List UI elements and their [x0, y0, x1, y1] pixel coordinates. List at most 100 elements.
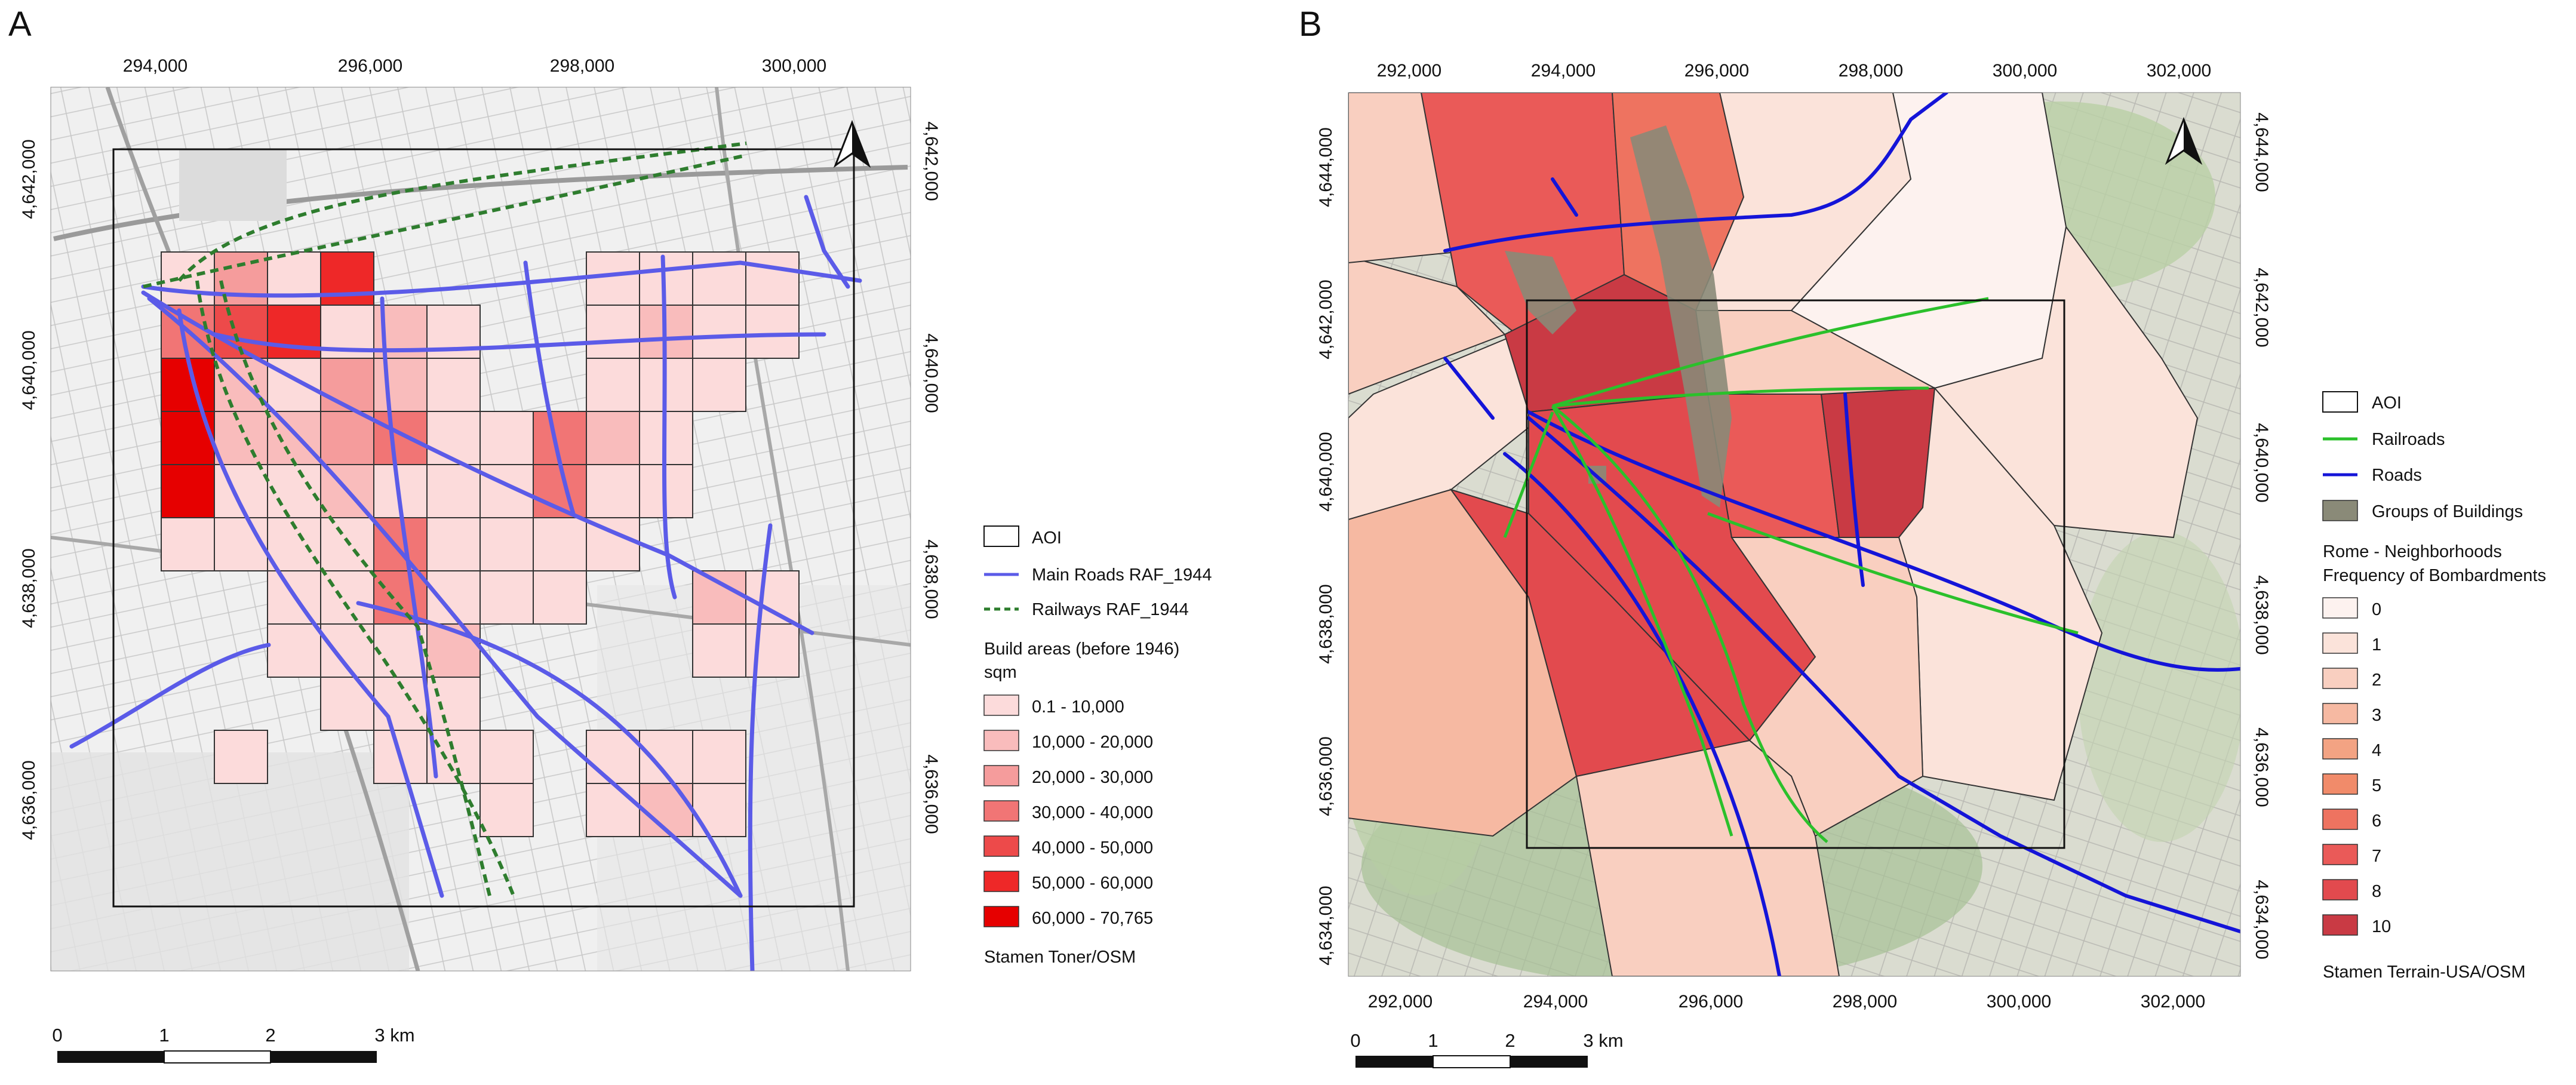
tick-label: 4,636,000: [1316, 736, 1336, 816]
tick-label: 294,000: [123, 56, 187, 76]
tick-label: 296,000: [338, 56, 402, 76]
legend-label: Roads: [2372, 466, 2422, 485]
tick-label: 294,000: [1523, 992, 1588, 1012]
basemap-b: [1348, 93, 2240, 976]
tick-label: 4,638,000: [921, 539, 941, 619]
tick-label: 302,000: [2141, 992, 2205, 1012]
panel-a: A: [8, 5, 1212, 1064]
tick-label: 4,642,000: [19, 139, 39, 219]
tick-label: 298,000: [1839, 61, 1903, 81]
scale-bar-a: 0 1 2 3 km: [52, 1025, 415, 1064]
legend-class: 20,000 - 30,000: [1032, 768, 1153, 787]
north-arrow-icon: [2165, 116, 2203, 165]
legend-subtitle: sqm: [984, 663, 1017, 682]
tick-label: 296,000: [1679, 992, 1743, 1012]
tick-label: 4,636,000: [2252, 727, 2271, 807]
tick-label: 292,000: [1368, 992, 1433, 1012]
north-arrow-icon: [833, 119, 871, 168]
tick-label: 4,638,000: [1316, 584, 1336, 663]
top-ticks: 292,000 294,000 296,000 298,000 300,000 …: [1377, 61, 2211, 81]
legend-class: 4: [2372, 741, 2381, 760]
legend-class: 60,000 - 70,765: [1032, 909, 1153, 928]
tick-label: 302,000: [2147, 61, 2211, 81]
tick-label: 4,636,000: [19, 760, 39, 840]
tick-label: 300,000: [762, 56, 826, 76]
scale-label: 1: [1428, 1030, 1438, 1051]
tick-label: 4,640,000: [19, 330, 39, 410]
legend-class: 2: [2372, 671, 2381, 690]
tick-label: 4,636,000: [921, 754, 941, 834]
panel-b: B: [1299, 5, 2546, 1068]
legend-label: Groups of Buildings: [2372, 502, 2523, 521]
tick-label: 4,644,000: [1316, 127, 1336, 207]
tick-label: 292,000: [1377, 61, 1441, 81]
legend-class: 0.1 - 10,000: [1032, 697, 1124, 717]
top-ticks: 294,000 296,000 298,000 300,000: [123, 56, 826, 76]
legend-label: AOI: [1032, 528, 1062, 548]
legend-label: Railways RAF_1944: [1032, 600, 1189, 619]
scale-label: 2: [265, 1025, 275, 1046]
aoi-boundary: [112, 148, 855, 908]
legend-label: Railroads: [2372, 430, 2445, 449]
panel-label: A: [8, 5, 32, 44]
tick-label: 4,638,000: [19, 548, 39, 628]
tick-label: 294,000: [1531, 61, 1596, 81]
aoi-boundary: [1526, 299, 2065, 849]
legend-class: 30,000 - 40,000: [1032, 803, 1153, 822]
left-ticks: 4,642,000 4,640,000 4,638,000 4,636,000: [19, 139, 39, 840]
scale-label: 3 km: [1583, 1030, 1623, 1051]
scale-label: 1: [159, 1025, 169, 1046]
map-frame: [1348, 92, 2241, 977]
scale-bar-b: 0 1 2 3 km: [1350, 1030, 1624, 1068]
legend-class: 7: [2372, 847, 2381, 866]
legend-class: 0: [2372, 600, 2381, 619]
legend-class: 6: [2372, 812, 2381, 831]
tick-label: 298,000: [550, 56, 614, 76]
tick-label: 296,000: [1684, 61, 1749, 81]
legend-class: 1: [2372, 635, 2381, 654]
legend-class: 10,000 - 20,000: [1032, 733, 1153, 752]
map-frame: [50, 87, 911, 972]
tick-label: 4,642,000: [2252, 268, 2271, 347]
panel-label: B: [1299, 5, 1322, 44]
tick-label: 300,000: [1993, 61, 2057, 81]
legend-label: AOI: [2372, 394, 2402, 413]
basemap-source: Stamen Toner/OSM: [984, 948, 1136, 967]
legend-class: 40,000 - 50,000: [1032, 838, 1153, 857]
railways-1944: [143, 142, 747, 897]
basemap-source: Stamen Terrain-USA/OSM: [2323, 963, 2526, 982]
right-ticks: 4,644,000 4,642,000 4,640,000 4,638,000 …: [2252, 112, 2271, 959]
scale-label: 0: [52, 1025, 62, 1046]
main-roads-1944: [69, 195, 862, 971]
scale-label: 0: [1350, 1030, 1360, 1051]
tick-label: 4,642,000: [1316, 279, 1336, 359]
basemap-a: [51, 87, 911, 971]
legend-subtitle: Frequency of Bombardments: [2323, 566, 2546, 585]
tick-label: 4,634,000: [2252, 880, 2271, 959]
tick-label: 4,642,000: [921, 121, 941, 201]
legend-title: Rome - Neighborhoods: [2323, 542, 2502, 561]
legend-label: Main Roads RAF_1944: [1032, 565, 1212, 585]
legend-class: 5: [2372, 776, 2381, 795]
tick-label: 4,640,000: [2252, 423, 2271, 502]
tick-label: 4,640,000: [1316, 432, 1336, 511]
legend-a: AOI Main Roads RAF_1944 Railways RAF_194…: [983, 525, 1212, 967]
scale-label: 2: [1505, 1030, 1515, 1051]
legend-class: 8: [2372, 882, 2381, 901]
railroads: [1503, 297, 2079, 843]
legend-title: Build areas (before 1946): [984, 640, 1179, 659]
roads: [1443, 93, 2240, 976]
legend-class: 10: [2372, 917, 2391, 936]
legend-class: 3: [2372, 706, 2381, 725]
tick-label: 4,638,000: [2252, 575, 2271, 654]
scale-label: 3 km: [374, 1025, 414, 1046]
left-ticks: 4,644,000 4,642,000 4,640,000 4,638,000 …: [1316, 127, 1336, 965]
legend-b: AOI Railroads Roads Groups of Buildings …: [2322, 391, 2546, 982]
tick-label: 4,634,000: [1316, 886, 1336, 965]
tick-label: 4,640,000: [921, 333, 941, 413]
legend-class: 50,000 - 60,000: [1032, 874, 1153, 893]
bottom-ticks: 292,000 294,000 296,000 298,000 300,000 …: [1368, 992, 2205, 1012]
tick-label: 300,000: [1987, 992, 2051, 1012]
right-ticks: 4,642,000 4,640,000 4,638,000 4,636,000: [921, 121, 941, 834]
